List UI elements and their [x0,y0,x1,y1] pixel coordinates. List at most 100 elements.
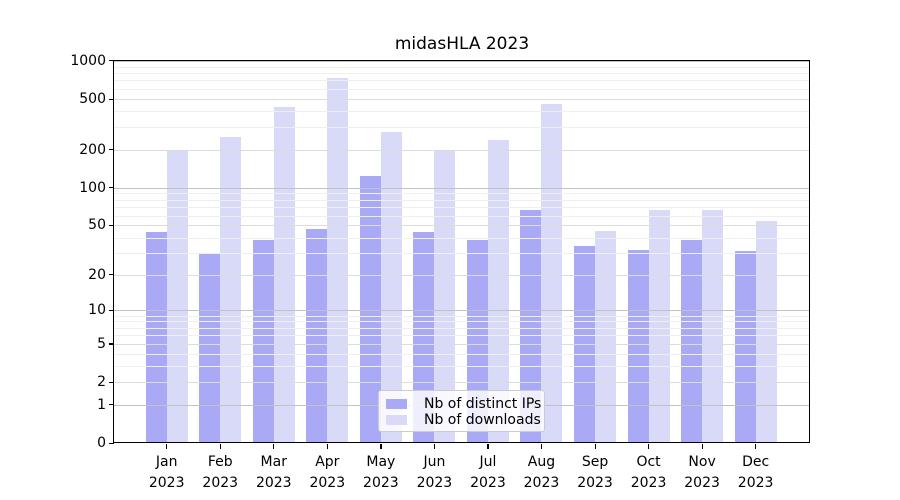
x-tick-dec [755,444,757,449]
x-tick-label-may: May 2023 [363,454,399,491]
bar-distinct-ips-nov [681,240,703,443]
x-tick-label-sep: Sep 2023 [577,454,613,491]
gridline-4 [114,353,810,355]
x-tick-label-mar: Mar 2023 [255,454,292,491]
bar-downloads-sep [595,231,617,443]
bar-distinct-ips-aug [520,209,542,443]
x-tick-label-apr: Apr 2023 [309,454,346,491]
gridline-5 [114,343,810,345]
y-tick-50 [109,224,114,227]
legend: Nb of distinct IPs Nb of downloads [378,390,545,432]
bar-downloads-may [380,132,402,443]
y-tick-0 [109,442,114,444]
y-tick-label-5: 5 [97,335,106,352]
gridline-10 [114,310,810,312]
gridline-700 [114,80,810,82]
plot-area [114,61,810,443]
gridline-30 [114,253,810,254]
x-tick-label-jun: Jun 2023 [416,454,453,491]
y-tick-5 [109,343,114,345]
y-tick-20 [109,274,114,276]
bar-distinct-ips-oct [627,249,649,443]
x-tick-may [380,444,382,449]
gridline-400 [114,111,810,113]
gridline-80 [114,199,810,201]
y-tick-label-1000: 1000 [70,52,106,69]
gridline-9 [114,315,810,317]
legend-label-downloads: Nb of downloads [424,412,541,428]
bar-downloads-nov [702,209,724,443]
gridline-200 [114,149,810,151]
y-tick-label-50: 50 [88,217,106,234]
bar-distinct-ips-feb [199,253,221,443]
bar-downloads-jun [434,149,456,443]
bar-downloads-apr [327,78,349,443]
bar-distinct-ips-mar [252,240,274,443]
y-tick-label-10: 10 [88,302,106,319]
x-tick-label-aug: Aug 2023 [523,454,560,491]
bar-downloads-dec [755,221,777,443]
y-tick-label-2: 2 [97,374,106,391]
x-tick-nov [701,444,703,449]
bar-distinct-ips-jan [145,232,167,443]
gridline-500 [114,99,810,101]
y-tick-label-0: 0 [97,435,106,451]
y-tick-200 [109,149,114,151]
x-tick-oct [648,444,650,449]
gridline-600 [114,88,810,90]
bar-downloads-jan [166,150,188,443]
gridline-7 [114,327,810,329]
bar-downloads-oct [648,210,670,443]
x-tick-sep [594,444,596,449]
bar-downloads-feb [220,137,242,443]
gridline-90 [114,193,810,195]
legend-swatch-distinct-ips [386,399,407,409]
y-tick-2 [109,381,114,383]
x-tick-label-jul: Jul 2023 [470,454,506,491]
gridline-1000 [114,61,810,62]
legend-swatch-downloads [386,415,407,425]
y-tick-label-100: 100 [79,179,106,196]
x-tick-label-oct: Oct 2023 [630,454,667,491]
gridline-100 [114,187,810,189]
x-tick-jun [433,444,436,449]
gridline-900 [114,66,810,68]
x-tick-jan [166,444,168,449]
gridline-70 [114,207,810,209]
legend-item-distinct-ips: Nb of distinct IPs [386,396,544,412]
gridline-8 [114,321,810,323]
x-tick-label-jan: Jan 2023 [148,454,185,491]
gridline-6 [114,335,810,337]
y-tick-label-20: 20 [88,266,106,283]
chart-title: midasHLA 2023 [394,34,530,54]
y-tick-1 [109,404,114,406]
x-tick-jul [487,444,489,449]
y-tick-1000 [109,60,114,62]
x-tick-label-dec: Dec 2023 [737,454,774,491]
x-tick-aug [540,444,543,449]
y-tick-100 [109,187,114,189]
gridline-300 [114,127,810,129]
x-tick-feb [219,444,221,449]
y-tick-label-500: 500 [79,91,106,108]
x-tick-label-nov: Nov 2023 [684,454,720,491]
gridline-800 [114,73,810,75]
y-tick-500 [109,98,114,100]
legend-label-distinct-ips: Nb of distinct IPs [424,396,542,412]
legend-item-downloads: Nb of downloads [386,412,544,428]
x-tick-mar [273,444,275,449]
gridline-3 [114,366,810,368]
gridline-20 [114,274,810,276]
bar-distinct-ips-may [359,175,381,443]
gridline-50 [114,225,810,227]
y-tick-label-1: 1 [97,396,106,413]
gridline-2 [114,382,810,384]
y-tick-label-200: 200 [79,141,106,158]
x-tick-label-feb: Feb 2023 [202,454,239,491]
x-tick-apr [326,444,328,449]
y-tick-10 [109,309,114,311]
gridline-40 [114,237,810,239]
gridline-60 [114,215,810,217]
bar-distinct-ips-dec [734,251,756,443]
